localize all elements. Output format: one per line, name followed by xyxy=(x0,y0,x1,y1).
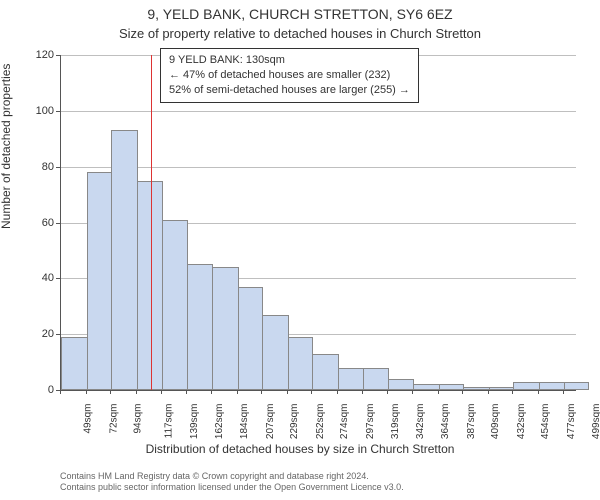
x-tick-mark xyxy=(86,390,87,394)
x-tick-mark xyxy=(60,390,61,394)
histogram-bar xyxy=(61,337,88,390)
y-tick-mark xyxy=(56,167,60,168)
x-tick-mark xyxy=(438,390,439,394)
histogram-bar xyxy=(111,130,138,390)
histogram-bar xyxy=(539,382,565,390)
grid-line xyxy=(61,111,576,112)
x-tick-mark xyxy=(362,390,363,394)
plot-area xyxy=(60,55,576,391)
histogram-bar xyxy=(262,315,289,390)
chart-subtitle: Size of property relative to detached ho… xyxy=(0,26,600,41)
x-tick-label: 207sqm xyxy=(265,404,276,440)
histogram-bar xyxy=(238,287,264,390)
histogram-bar xyxy=(338,368,364,390)
x-tick-mark xyxy=(136,390,137,394)
x-axis-label: Distribution of detached houses by size … xyxy=(0,442,600,456)
x-tick-label: 139sqm xyxy=(189,404,200,440)
x-tick-mark xyxy=(538,390,539,394)
y-tick-mark xyxy=(56,55,60,56)
x-tick-label: 432sqm xyxy=(516,404,527,440)
histogram-bar xyxy=(413,384,440,390)
attribution-line-1: Contains HM Land Registry data © Crown c… xyxy=(60,471,404,483)
x-tick-mark xyxy=(186,390,187,394)
histogram-bar xyxy=(187,264,213,390)
x-tick-label: 229sqm xyxy=(289,404,300,440)
chart-container: 9, YELD BANK, CHURCH STRETTON, SY6 6EZ S… xyxy=(0,0,600,500)
x-tick-mark xyxy=(337,390,338,394)
y-axis-label: Number of detached properties xyxy=(0,64,13,229)
y-tick-label: 80 xyxy=(14,161,54,173)
x-tick-mark xyxy=(462,390,463,394)
x-tick-label: 477sqm xyxy=(566,404,577,440)
attribution-text: Contains HM Land Registry data © Crown c… xyxy=(60,471,404,494)
x-tick-label: 342sqm xyxy=(415,404,426,440)
histogram-bar xyxy=(137,181,163,390)
x-tick-label: 274sqm xyxy=(339,404,350,440)
x-tick-mark xyxy=(110,390,111,394)
x-tick-label: 252sqm xyxy=(315,404,326,440)
annotation-line: 52% of semi-detached houses are larger (… xyxy=(169,83,410,98)
x-tick-label: 364sqm xyxy=(440,404,451,440)
x-tick-mark xyxy=(563,390,564,394)
x-tick-label: 184sqm xyxy=(239,404,250,440)
histogram-bar xyxy=(513,382,540,390)
y-tick-mark xyxy=(56,223,60,224)
y-tick-label: 40 xyxy=(14,272,54,284)
x-tick-mark xyxy=(412,390,413,394)
histogram-bar xyxy=(288,337,314,390)
x-tick-label: 454sqm xyxy=(541,404,552,440)
annotation-line: ← 47% of detached houses are smaller (23… xyxy=(169,68,410,83)
x-tick-mark xyxy=(211,390,212,394)
x-tick-mark xyxy=(237,390,238,394)
x-tick-label: 499sqm xyxy=(591,404,600,440)
x-tick-mark xyxy=(287,390,288,394)
x-tick-label: 72sqm xyxy=(108,404,119,434)
y-tick-mark xyxy=(56,111,60,112)
histogram-bar xyxy=(312,354,339,390)
x-tick-mark xyxy=(387,390,388,394)
y-tick-label: 120 xyxy=(14,49,54,61)
y-tick-mark xyxy=(56,278,60,279)
histogram-bar xyxy=(363,368,390,390)
annotation-box: 9 YELD BANK: 130sqm← 47% of detached hou… xyxy=(160,48,419,103)
x-tick-mark xyxy=(311,390,312,394)
x-tick-label: 387sqm xyxy=(466,404,477,440)
annotation-line: 9 YELD BANK: 130sqm xyxy=(169,53,410,68)
x-tick-mark xyxy=(161,390,162,394)
y-tick-label: 0 xyxy=(14,384,54,396)
histogram-bar xyxy=(212,267,239,390)
histogram-bar xyxy=(463,387,490,390)
x-tick-label: 409sqm xyxy=(490,404,501,440)
chart-title: 9, YELD BANK, CHURCH STRETTON, SY6 6EZ xyxy=(0,6,600,22)
x-tick-label: 117sqm xyxy=(163,404,174,439)
x-tick-label: 319sqm xyxy=(390,404,401,440)
y-tick-label: 60 xyxy=(14,217,54,229)
x-tick-mark xyxy=(512,390,513,394)
histogram-bar xyxy=(564,382,590,390)
x-tick-mark xyxy=(261,390,262,394)
attribution-line-2: Contains public sector information licen… xyxy=(60,482,404,494)
y-tick-label: 100 xyxy=(14,105,54,117)
y-tick-label: 20 xyxy=(14,328,54,340)
x-tick-label: 94sqm xyxy=(133,404,144,434)
y-tick-mark xyxy=(56,334,60,335)
histogram-bar xyxy=(162,220,189,390)
histogram-bar xyxy=(489,387,515,390)
x-tick-label: 49sqm xyxy=(83,404,94,434)
x-tick-mark xyxy=(488,390,489,394)
x-tick-label: 162sqm xyxy=(214,404,225,440)
grid-line xyxy=(61,167,576,168)
marker-line xyxy=(151,55,152,390)
histogram-bar xyxy=(388,379,414,390)
histogram-bar xyxy=(87,172,113,390)
x-tick-label: 297sqm xyxy=(365,404,376,440)
histogram-bar xyxy=(439,384,465,390)
